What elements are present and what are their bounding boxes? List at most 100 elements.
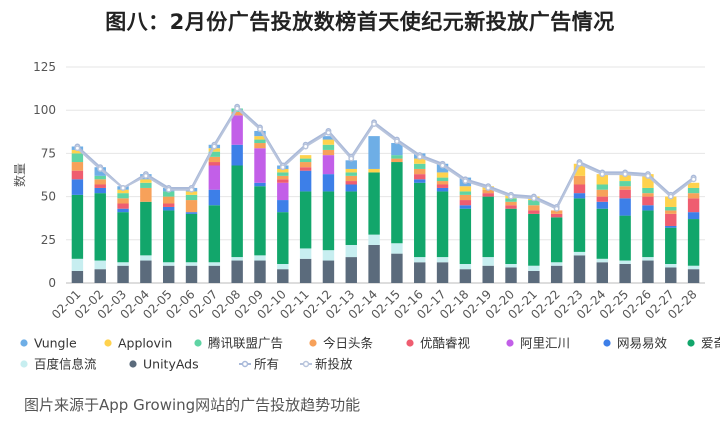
bar-segment	[94, 184, 106, 188]
bar-segment	[505, 198, 517, 202]
bar-segment	[71, 153, 84, 163]
bar-segment	[345, 184, 357, 192]
bar-segment	[254, 148, 266, 183]
bar-segment	[345, 181, 357, 185]
line-point	[667, 193, 674, 200]
legend-label: 百度信息流	[34, 357, 97, 372]
bar-segment	[71, 258, 84, 271]
bar-segment	[254, 130, 266, 137]
bar-segment	[322, 260, 335, 283]
bar-segment	[459, 205, 472, 209]
bar-segment	[345, 191, 357, 245]
bar-segment	[505, 208, 517, 264]
bar-segment	[231, 115, 243, 145]
bar-segment	[299, 191, 312, 249]
bar-segment	[391, 253, 403, 283]
bar-segment	[665, 206, 677, 211]
bar-segment	[436, 177, 449, 182]
bar-segment	[436, 187, 449, 192]
bar-segment	[94, 193, 106, 261]
line-point	[416, 153, 423, 160]
bar-segment	[573, 163, 586, 176]
bar-segment	[642, 260, 654, 283]
line-point	[211, 143, 218, 150]
bar-segment	[596, 201, 609, 209]
bar-segment	[528, 265, 540, 271]
bar-segment	[345, 172, 357, 176]
bar-segment	[299, 167, 312, 171]
bar-segment	[208, 265, 221, 283]
line-point	[644, 172, 651, 179]
bar-segment	[687, 212, 700, 220]
bar-segment	[208, 165, 221, 190]
bar-segment	[550, 210, 563, 214]
bar-segment	[550, 217, 563, 263]
bar-segment	[71, 179, 84, 195]
bar-segment	[277, 179, 289, 183]
bar-segment	[345, 257, 357, 283]
bar-segment	[665, 210, 677, 214]
bar-segment	[550, 213, 563, 218]
bar-segment	[436, 191, 449, 258]
line-point	[97, 166, 104, 172]
bar-segment	[208, 162, 221, 166]
bar-segment	[459, 269, 472, 283]
bar-segment	[322, 149, 335, 156]
line-point	[622, 171, 629, 178]
bar-segment	[277, 200, 289, 213]
bar-segment	[459, 208, 472, 264]
bar-segment	[299, 258, 312, 283]
line-point	[439, 162, 446, 169]
bar-segment	[368, 234, 380, 245]
bar-segment	[573, 255, 586, 283]
source-caption: 图片来源于App Growing网站的广告投放趋势功能	[24, 396, 361, 414]
bar-segment	[436, 181, 449, 185]
legend-label: UnityAds	[143, 357, 199, 372]
bar-segment	[185, 194, 198, 201]
bar-segment	[687, 198, 700, 213]
bar-segment	[528, 200, 540, 206]
bar-segment	[619, 198, 631, 216]
bar-segment	[277, 175, 289, 180]
y-tick-label: 125	[33, 60, 56, 74]
bar-segment	[482, 265, 494, 283]
bar-segment	[185, 213, 198, 263]
bar-segment	[162, 203, 175, 207]
bar-segment	[596, 196, 609, 202]
line-point	[325, 129, 332, 136]
legend-label: 阿里汇川	[520, 336, 570, 351]
bar-segment	[573, 184, 586, 194]
bar-segment	[162, 206, 175, 211]
bar-segment	[299, 158, 312, 163]
legend-marker	[687, 339, 695, 347]
line-point	[485, 185, 492, 191]
bar-segment	[185, 200, 198, 213]
line-point	[302, 143, 309, 150]
bar-segment	[162, 262, 175, 266]
line-point	[371, 121, 378, 127]
bar-segment	[117, 203, 129, 209]
bar-segment	[71, 149, 84, 154]
bar-segment	[414, 174, 426, 180]
bar-segment	[505, 201, 517, 206]
bar-segment	[665, 213, 677, 226]
bar-segment	[596, 258, 609, 263]
bar-segment	[231, 144, 243, 166]
bar-segment	[277, 182, 289, 201]
bar-segment	[482, 196, 494, 258]
bar-segment	[528, 213, 540, 266]
bar-segment	[528, 270, 540, 283]
bar-segment	[459, 194, 472, 201]
bar-segment	[436, 184, 449, 188]
bar-segment	[208, 151, 221, 157]
bar-segment	[619, 260, 631, 264]
legend-marker	[20, 360, 28, 368]
bar-segment	[299, 248, 312, 259]
bar-segment	[117, 189, 129, 194]
legend-marker	[302, 360, 310, 368]
bar-segment	[414, 158, 426, 164]
line-point	[188, 186, 195, 193]
bar-segment	[436, 257, 449, 263]
legend-marker	[194, 339, 202, 347]
bar-segment	[596, 189, 609, 197]
